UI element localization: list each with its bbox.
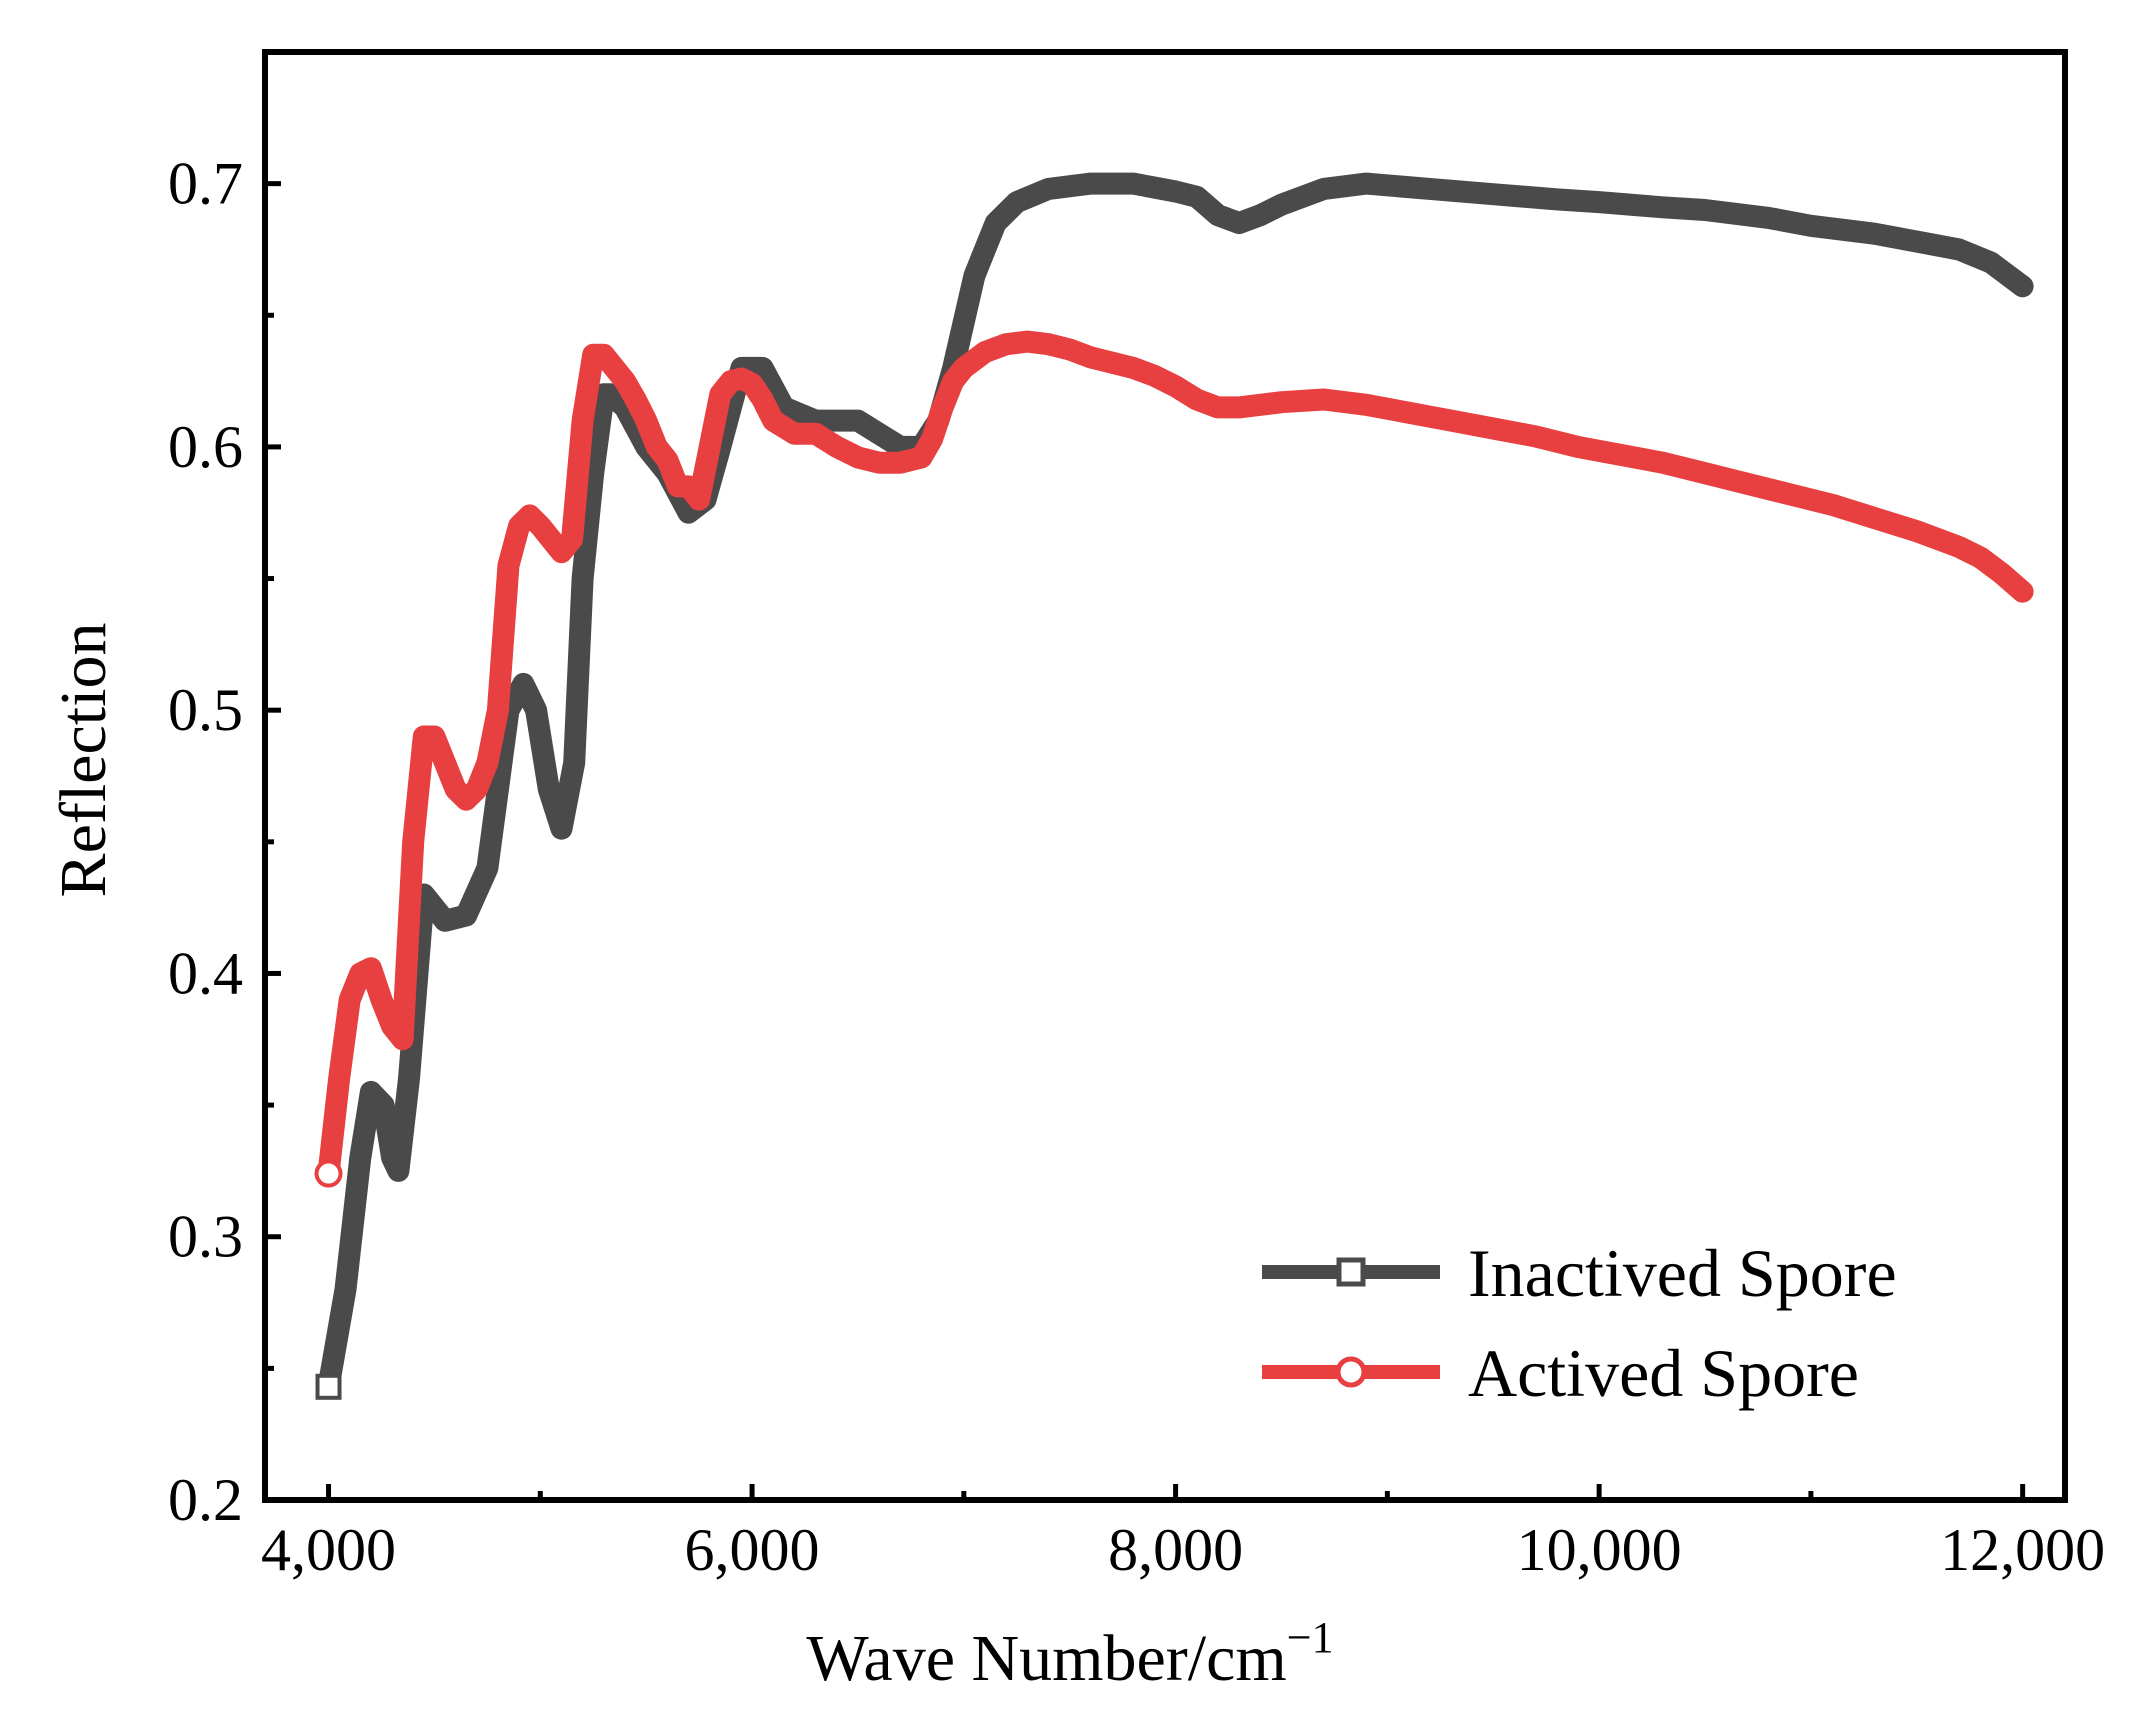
x-axis-title-superscript: −1 (1287, 1613, 1334, 1662)
legend-label-actived-spore: Actived Spore (1468, 1335, 1859, 1411)
series-line-actived-spore (317, 330, 2034, 1185)
legend: Inactived Spore Actived Spore (1262, 1235, 1897, 1411)
series-start-marker-square (315, 1373, 342, 1400)
series-line-inactived-spore (317, 172, 2034, 1398)
x-axis-title-text: Wave Number/cm (806, 1622, 1286, 1695)
x-tick-label: 8,000 (1108, 1517, 1243, 1583)
y-tick-label: 0.5 (168, 677, 243, 743)
x-tick-label: 6,000 (685, 1517, 820, 1583)
series-group (314, 172, 2034, 1400)
x-tick-label: 10,000 (1517, 1517, 1682, 1583)
plot-frame (262, 49, 2068, 1503)
y-tick-label: 0.2 (168, 1467, 243, 1533)
x-tick-label: 4,000 (261, 1517, 396, 1583)
legend-label-inactived-spore: Inactived Spore (1468, 1235, 1897, 1311)
x-tick-label: 12,000 (1940, 1517, 2105, 1583)
y-tick-label: 0.3 (168, 1204, 243, 1270)
legend-marker-square (1336, 1257, 1366, 1287)
y-tick-label: 0.7 (168, 151, 243, 217)
series-start-marker-circle (314, 1159, 343, 1188)
legend-marker-circle (1335, 1356, 1367, 1388)
y-tick-label: 0.6 (168, 414, 243, 480)
y-axis-title: Reflection (47, 623, 120, 898)
x-axis-title: Wave Number/cm−1 (806, 1613, 1333, 1695)
y-tick-label: 0.4 (168, 940, 243, 1006)
axes-group: 4,000 6,000 8,000 10,000 12,000 0.2 0.3 0.4 0.5 0… (168, 49, 2105, 1583)
